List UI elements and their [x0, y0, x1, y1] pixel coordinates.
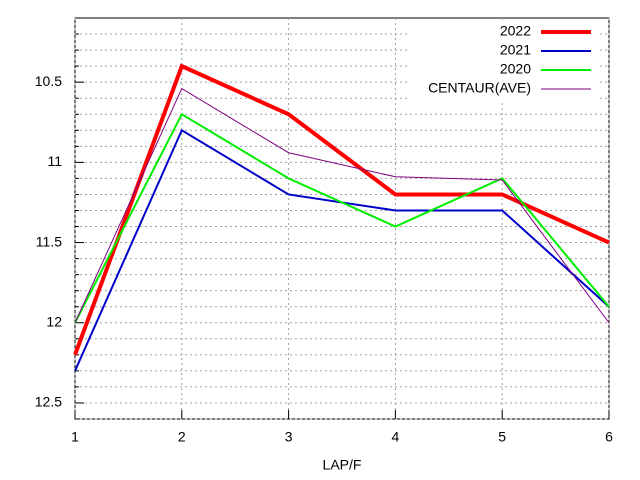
- x-tick-label: 5: [498, 429, 506, 445]
- y-tick-label: 11.5: [36, 233, 62, 249]
- x-axis-label: LAP/F: [323, 457, 362, 473]
- x-tick-label: 4: [392, 429, 400, 445]
- series-line: [73, 63, 610, 356]
- legend-label: 2020: [500, 61, 531, 77]
- x-tick-label: 2: [178, 429, 186, 445]
- x-tick-label: 1: [71, 429, 79, 445]
- x-tick-label: 6: [605, 429, 613, 445]
- y-tick-label: 10.5: [35, 73, 62, 89]
- legend-label: CENTAUR(AVE): [428, 80, 531, 96]
- series-line: [74, 112, 610, 324]
- y-tick-label: 12.5: [35, 394, 62, 410]
- legend-label: 2021: [500, 42, 531, 58]
- series-line: [74, 87, 610, 324]
- x-tick-label: 3: [285, 429, 293, 445]
- y-tick-label: 11: [47, 153, 62, 169]
- legend-label: 2022: [500, 23, 531, 39]
- y-tick-label: 12: [46, 313, 62, 329]
